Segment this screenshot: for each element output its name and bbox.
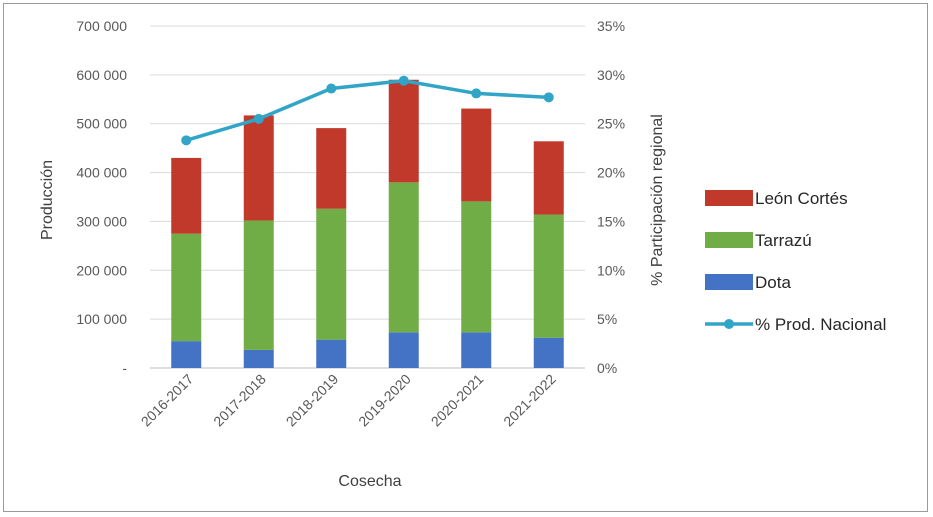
bar-dota — [461, 332, 492, 368]
bar-dota — [243, 349, 274, 368]
x-tick-label: 2019-2020 — [355, 371, 414, 430]
y2-tick-label: 10% — [597, 262, 625, 278]
x-tick-label: 2020-2021 — [428, 371, 487, 430]
bar-dota — [388, 332, 419, 368]
y-tick-label: 500 000 — [76, 116, 127, 132]
y-tick-label: 100 000 — [76, 311, 127, 327]
legend-line-marker — [724, 319, 734, 329]
y2-tick-label: 35% — [597, 18, 625, 34]
bar-le-n-cort-s — [171, 157, 202, 234]
bar-tarraz- — [243, 220, 274, 350]
legend-label: Dota — [755, 273, 791, 292]
line-point — [326, 83, 337, 94]
y2-axis-title: % Participación regional — [649, 114, 666, 286]
y2-tick-label: 0% — [597, 360, 617, 376]
bar-tarraz- — [533, 214, 564, 338]
gridlines — [150, 25, 585, 369]
legend-swatch — [705, 232, 753, 248]
bar-dota — [316, 339, 347, 368]
bar-le-n-cort-s — [388, 79, 419, 183]
line-series — [181, 75, 554, 146]
y2-tick-label: 25% — [597, 116, 625, 132]
line-prod-nacional — [185, 78, 549, 143]
legend-label: León Cortés — [755, 189, 848, 208]
y-tick-label: 700 000 — [76, 18, 127, 34]
bar-le-n-cort-s — [533, 141, 564, 215]
bar-tarraz- — [171, 233, 202, 342]
line-point — [471, 88, 482, 99]
x-tick-label: 2018-2019 — [283, 371, 342, 430]
line-point — [543, 92, 554, 103]
legend-label: Tarrazú — [755, 231, 812, 250]
y2-tick-label: 30% — [597, 67, 625, 83]
bar-le-n-cort-s — [461, 108, 492, 202]
y-tick-label: 400 000 — [76, 165, 127, 181]
bar-dota — [171, 341, 202, 368]
y2-tick-label: 15% — [597, 213, 625, 229]
bar-tarraz- — [461, 201, 492, 333]
y-tick-label: 300 000 — [76, 213, 127, 229]
line-point — [181, 135, 192, 146]
y-tick-label: 600 000 — [76, 67, 127, 83]
y-tick-label: - — [122, 360, 127, 376]
legend-label: % Prod. Nacional — [755, 315, 886, 334]
x-axis-ticks: 2016-2017 2017-2018 2018-2019 2019-2020 2020… — [138, 371, 559, 430]
y-tick-label: 200 000 — [76, 262, 127, 278]
bars — [171, 79, 564, 368]
bar-tarraz- — [316, 208, 347, 340]
y-axis-title: Producción — [39, 160, 56, 240]
x-axis-title: Cosecha — [338, 473, 401, 490]
y2-axis-ticks: 0% 5% 10% 15% 20% 25% 30% 35% — [597, 18, 625, 376]
line-point — [398, 75, 409, 86]
legend-swatch — [705, 274, 753, 290]
x-tick-label: 2016-2017 — [138, 371, 197, 430]
x-tick-label: 2021-2022 — [500, 371, 559, 430]
legend-swatch — [705, 190, 753, 206]
bar-le-n-cort-s — [243, 115, 274, 221]
y2-tick-label: 5% — [597, 311, 617, 327]
bar-dota — [533, 337, 564, 368]
legend: León Cortés Tarrazú Dota % Prod. Nacional — [705, 189, 886, 334]
y2-tick-label: 20% — [597, 165, 625, 181]
line-point — [253, 113, 264, 124]
y-axis-ticks: - 100 000 200 000 300 000 400 000 500 000 600 … — [76, 18, 127, 376]
bar-le-n-cort-s — [316, 128, 347, 209]
bar-tarraz- — [388, 182, 419, 333]
x-tick-label: 2017-2018 — [210, 371, 269, 430]
